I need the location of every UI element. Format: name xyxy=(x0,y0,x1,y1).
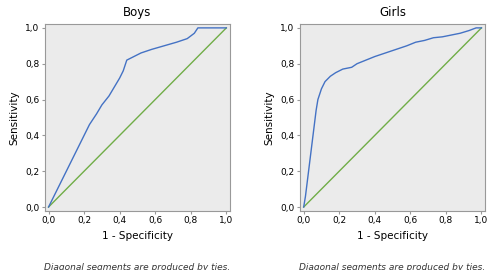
X-axis label: 1 - Specificity: 1 - Specificity xyxy=(357,231,428,241)
Y-axis label: Sensitivity: Sensitivity xyxy=(265,90,275,145)
Text: Diagonal segments are produced by ties.: Diagonal segments are produced by ties. xyxy=(44,263,230,270)
X-axis label: 1 - Specificity: 1 - Specificity xyxy=(102,231,173,241)
Text: Diagonal segments are produced by ties.: Diagonal segments are produced by ties. xyxy=(300,263,486,270)
Y-axis label: Sensitivity: Sensitivity xyxy=(10,90,20,145)
Title: Boys: Boys xyxy=(123,6,152,19)
Title: Girls: Girls xyxy=(379,6,406,19)
